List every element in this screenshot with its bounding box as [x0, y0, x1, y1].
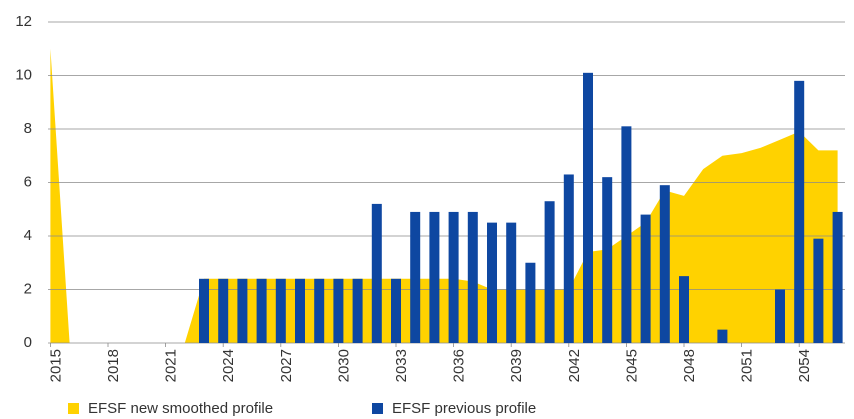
y-tick-label: 4: [24, 227, 32, 244]
bar: [410, 211, 421, 343]
x-tick-label: 2015: [47, 349, 64, 382]
x-tick-label: 2039: [508, 349, 525, 382]
bar: [679, 276, 689, 343]
x-tick-label: 2045: [623, 349, 640, 382]
x-tick-label: 2048: [681, 349, 698, 382]
bar: [832, 211, 843, 343]
y-tick-label: 8: [24, 120, 32, 137]
bar: [391, 278, 401, 343]
bar: [487, 222, 497, 343]
y-tick-label: 2: [24, 280, 32, 297]
bar: [218, 278, 229, 343]
x-tick-label: 2051: [739, 349, 756, 382]
x-tick-label: 2018: [105, 349, 122, 382]
x-tick-label: 2030: [335, 349, 352, 382]
y-tick-label: 6: [24, 173, 32, 190]
x-tick-label: 2033: [393, 349, 410, 382]
bar: [717, 329, 728, 343]
area: [50, 48, 838, 343]
bar: [813, 238, 824, 343]
y-tick-label: 0: [24, 334, 32, 351]
bar: [314, 278, 325, 343]
bar: [467, 211, 478, 343]
bar: [371, 203, 382, 343]
x-tick-label: 2024: [220, 349, 237, 382]
legend-label: EFSF previous profile: [392, 400, 536, 417]
bar: [583, 72, 593, 343]
bar: [506, 222, 517, 343]
y-tick-label: 12: [15, 13, 32, 30]
bar: [429, 211, 440, 343]
x-tick-label: 2027: [278, 349, 295, 382]
bar: [794, 80, 805, 343]
x-tick-label: 2054: [796, 349, 813, 382]
bar: [352, 278, 363, 343]
x-tick-label: 2036: [451, 349, 468, 382]
bar: [333, 278, 344, 343]
bar: [256, 278, 267, 343]
x-tick-label: 2042: [566, 349, 583, 382]
legend-swatch: [372, 403, 383, 414]
bar: [544, 201, 555, 343]
bar: [563, 174, 574, 343]
bar: [295, 278, 305, 343]
bar: [775, 289, 785, 343]
bar: [621, 126, 632, 343]
legend-swatch: [68, 403, 79, 414]
bar: [659, 185, 670, 343]
bar: [199, 278, 209, 343]
bar: [275, 278, 286, 343]
bar: [602, 177, 613, 343]
bar: [237, 278, 248, 343]
bar: [448, 211, 459, 343]
bar: [640, 214, 651, 343]
y-tick-label: 10: [15, 66, 32, 83]
bar: [525, 262, 536, 343]
x-tick-label: 2021: [163, 349, 180, 382]
legend-label: EFSF new smoothed profile: [88, 400, 273, 417]
